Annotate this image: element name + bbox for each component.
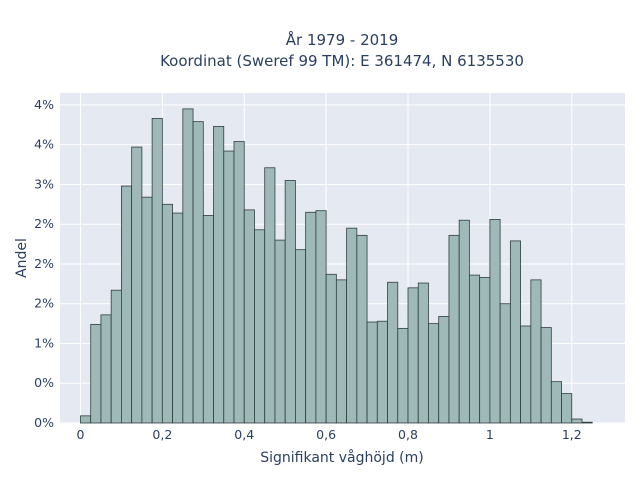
x-tick-label: 1 — [486, 427, 494, 442]
x-tick-label: 0,6 — [316, 427, 336, 442]
histogram-bar — [121, 185, 133, 424]
histogram-bar — [509, 240, 521, 424]
y-tick-label: 2% — [34, 256, 54, 271]
histogram-bar — [540, 327, 552, 424]
histogram-bar — [571, 418, 583, 424]
histogram-bar — [397, 327, 409, 424]
y-tick-label: 2% — [34, 216, 54, 231]
histogram-bar — [295, 249, 307, 424]
histogram-bar — [90, 323, 102, 424]
histogram-bar — [151, 118, 163, 424]
y-tick-label: 2% — [34, 296, 54, 311]
histogram-bar — [254, 229, 266, 424]
histogram-bar — [172, 212, 184, 424]
histogram-bar — [223, 150, 235, 424]
histogram-bar — [407, 287, 419, 424]
y-tick-labels: 0% 0% 1% 2% 2% 2% 3% 4% 4% — [34, 97, 54, 430]
histogram-bar — [530, 279, 542, 424]
histogram-bar — [325, 273, 337, 424]
histogram-bar — [233, 141, 245, 424]
histogram-bar — [499, 303, 511, 424]
x-tick-label: 1,2 — [562, 427, 582, 442]
x-tick-label: 0,8 — [398, 427, 418, 442]
histogram-bar — [346, 227, 358, 424]
x-tick-label: 0,4 — [234, 427, 254, 442]
y-axis-label: Andel — [14, 238, 30, 278]
histogram-bar — [550, 381, 562, 424]
histogram-bar — [469, 274, 481, 424]
bars — [80, 108, 593, 424]
histogram-bar — [448, 234, 460, 424]
histogram-bar — [479, 277, 491, 424]
y-tick-label: 0% — [34, 415, 54, 430]
histogram-bar — [520, 325, 532, 424]
histogram-bar — [335, 279, 347, 424]
histogram-bar — [213, 125, 225, 424]
histogram-bar — [458, 219, 470, 424]
histogram-bar — [202, 215, 214, 424]
histogram-bar — [417, 282, 429, 424]
histogram-bar — [366, 321, 378, 424]
histogram-bar — [305, 211, 317, 424]
y-tick-label: 4% — [34, 137, 54, 152]
histogram-bar — [192, 121, 204, 424]
x-tick-label: 0 — [76, 427, 84, 442]
histogram-bar — [131, 146, 143, 424]
histogram-bar — [581, 421, 593, 424]
y-tick-label: 0% — [34, 375, 54, 390]
histogram-bar — [100, 314, 112, 424]
chart-title: År 1979 - 2019 — [286, 30, 399, 49]
histogram-bar — [110, 289, 122, 424]
histogram-bar — [489, 219, 501, 424]
histogram-bar — [284, 180, 296, 424]
x-tick-labels: 0 0,2 0,4 0,6 0,8 1 1,2 — [76, 427, 581, 442]
histogram-bar — [356, 234, 368, 424]
histogram-bar — [182, 108, 194, 424]
histogram-bar — [264, 167, 276, 424]
y-tick-label: 3% — [34, 176, 54, 191]
histogram-bar — [561, 393, 573, 424]
y-tick-label: 4% — [34, 97, 54, 112]
x-tick-label: 0,2 — [152, 427, 172, 442]
histogram-bar — [161, 203, 173, 424]
y-tick-label: 1% — [34, 335, 54, 350]
histogram-bar — [243, 209, 255, 424]
histogram-bar — [80, 415, 92, 424]
histogram-bar — [274, 239, 286, 424]
histogram-bar — [428, 323, 440, 424]
histogram-bar — [141, 196, 153, 424]
x-axis-label: Signifikant våghöjd (m) — [260, 449, 423, 466]
histogram-bar — [315, 210, 327, 424]
histogram-bar — [438, 316, 450, 424]
histogram-bar — [376, 320, 388, 424]
histogram-bar — [387, 281, 399, 424]
chart-subtitle: Koordinat (Sweref 99 TM): E 361474, N 61… — [160, 52, 524, 70]
